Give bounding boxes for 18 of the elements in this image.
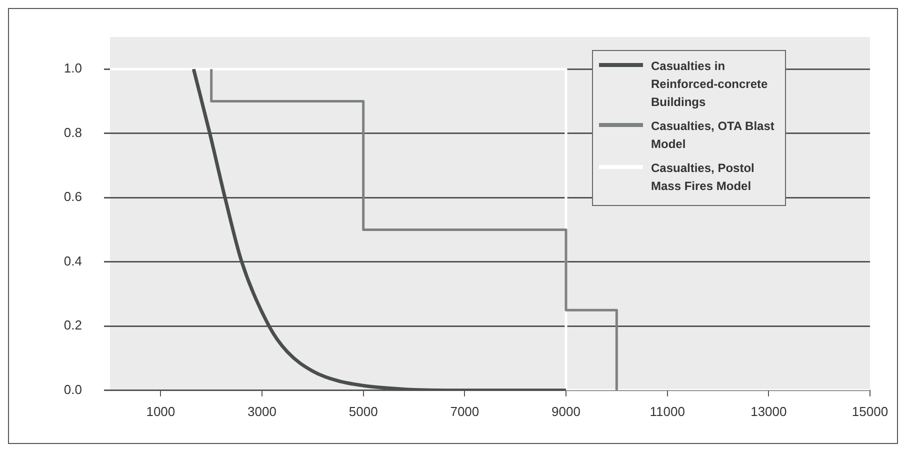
y-tick-label: 0.0: [64, 382, 82, 397]
x-tick-label: 3000: [248, 404, 276, 419]
y-tick-label: 0.8: [64, 124, 82, 140]
y-tick-label: 0.4: [64, 253, 82, 268]
legend-label: Casualties in Reinforced-concrete Buildings: [651, 58, 769, 111]
x-tick-label: 15000: [852, 404, 888, 419]
x-tick-label: 13000: [750, 404, 787, 419]
y-tick-label: 0.6: [64, 189, 82, 204]
x-tick-label: 1000: [146, 404, 176, 419]
y-tick-label: 0.2: [64, 318, 82, 333]
x-tick-label: 7000: [450, 404, 480, 419]
legend-label: Casualties, Postol Mass Fires Model: [651, 160, 756, 195]
x-tick-label: 9000: [552, 404, 580, 419]
y-tick-label: 1.0: [64, 60, 82, 76]
line-series: [210, 68, 618, 390]
x-tick-label: 11000: [650, 404, 685, 419]
x-tick-label: 5000: [348, 404, 378, 419]
legend-label: Casualties, OTA Blast Model: [651, 118, 776, 153]
